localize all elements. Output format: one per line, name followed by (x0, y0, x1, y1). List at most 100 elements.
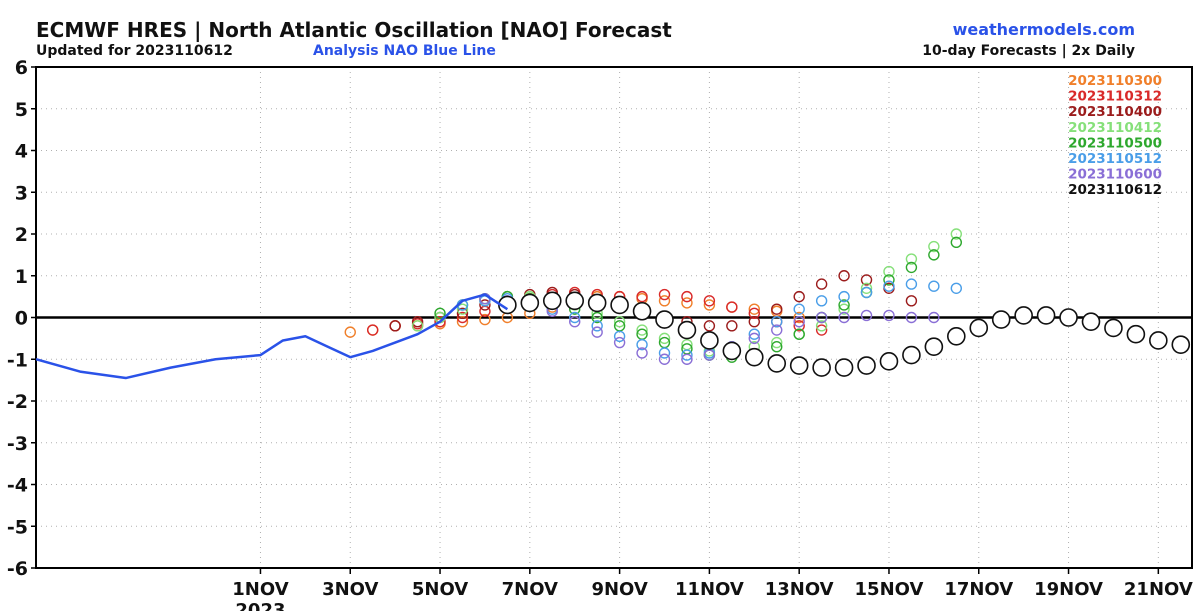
site-link[interactable]: weathermodels.com (952, 20, 1135, 39)
x-tick-label: 13NOV (765, 579, 834, 600)
x-tick-label: 5NOV (412, 579, 468, 600)
series-point (905, 311, 918, 324)
series-point (838, 303, 850, 315)
series-point (905, 253, 918, 265)
series-point (1126, 324, 1146, 344)
x-tick-label: 17NOV (944, 579, 1013, 600)
series-point (366, 324, 379, 336)
series-point (479, 313, 491, 326)
series-point (928, 280, 940, 292)
series-point (658, 295, 671, 307)
series-point (793, 290, 805, 303)
y-tick-label: -1 (7, 349, 28, 371)
series-point (748, 332, 760, 345)
series-point (456, 303, 469, 315)
x-tick-label: 15NOV (855, 579, 924, 600)
series-point (677, 320, 697, 340)
y-tick-label: 1 (15, 266, 28, 288)
series-point (748, 307, 760, 320)
analysis-label: Analysis NAO Blue Line (313, 43, 496, 59)
series-point (569, 315, 581, 328)
y-tick-label: -3 (7, 433, 28, 455)
series-point (636, 338, 648, 351)
series-point (793, 303, 805, 315)
series-point (883, 280, 895, 292)
y-tick-label: 4 (15, 141, 28, 163)
series-point (815, 311, 828, 324)
y-tick-label: -4 (7, 475, 28, 497)
x-tick-label: 19NOV (1034, 579, 1103, 600)
series-point (860, 274, 873, 286)
forecast-series (36, 228, 1200, 380)
series-point (703, 349, 716, 361)
series-point (860, 282, 873, 294)
series-point (793, 311, 805, 324)
series-point (789, 356, 809, 375)
series-point (838, 299, 850, 311)
legend-entry: 2023110400 (1068, 104, 1162, 120)
series-point (636, 347, 648, 359)
series-point (681, 353, 693, 365)
analysis-line (36, 293, 509, 380)
series-point (838, 270, 850, 282)
series-point (771, 341, 783, 353)
series-point (1104, 318, 1123, 338)
series-point (700, 331, 719, 350)
series-2023110612 (498, 291, 1200, 377)
series-point (838, 290, 850, 303)
series-point (703, 295, 716, 307)
series-point (681, 290, 693, 303)
series-point (591, 311, 603, 324)
series-point (838, 311, 850, 324)
series-point (610, 295, 629, 315)
series-point (520, 293, 540, 313)
series-point (681, 349, 693, 361)
series-point (722, 341, 742, 361)
series-point (991, 310, 1011, 329)
series-point (1195, 336, 1200, 353)
legend-entry: 2023110500 (1068, 135, 1162, 151)
series-point (834, 358, 854, 377)
series-point (748, 303, 760, 315)
series-point (793, 320, 805, 332)
series-point (905, 278, 918, 290)
y-tick-label: 5 (15, 99, 28, 121)
y-tick-label: -2 (7, 391, 28, 413)
series-point (479, 299, 491, 311)
series-point (658, 332, 671, 345)
legend-entry: 2023110300 (1068, 73, 1162, 89)
series-clip (36, 228, 1200, 380)
y-tick-label: -6 (7, 558, 28, 580)
series-point (456, 311, 469, 324)
series-point (1081, 312, 1101, 331)
series-point (928, 249, 940, 261)
x-tick-label: 21NOV (1124, 579, 1193, 600)
series-point (658, 347, 671, 359)
y-tick-label: 3 (15, 182, 28, 204)
series-point (879, 352, 899, 371)
legend: 2023110300202311031220231104002023110412… (1068, 73, 1162, 198)
series-point (771, 336, 783, 349)
series-point (815, 324, 828, 336)
series-point (591, 320, 603, 332)
series-point (703, 299, 716, 311)
chart-title: ECMWF HRES | North Atlantic Oscillation … (36, 18, 672, 42)
series-point (748, 328, 760, 340)
series-point (902, 345, 921, 365)
series-point (771, 324, 783, 336)
series-point (456, 315, 469, 328)
series-point (655, 310, 674, 329)
series-point (950, 228, 963, 240)
legend-entry: 2023110600 (1068, 167, 1162, 183)
series-point (613, 336, 626, 349)
series-point (793, 315, 805, 328)
series-point (542, 291, 562, 311)
x-tick-sublabel: 2023 (235, 600, 285, 611)
series-point (703, 320, 716, 332)
legend-entry: 2023110612 (1068, 182, 1162, 198)
series-point (947, 326, 966, 346)
x-tick-label: 11NOV (675, 579, 744, 600)
series-point (434, 315, 446, 328)
legend-entry: 2023110512 (1068, 151, 1162, 167)
y-tick-label: 0 (15, 308, 28, 330)
